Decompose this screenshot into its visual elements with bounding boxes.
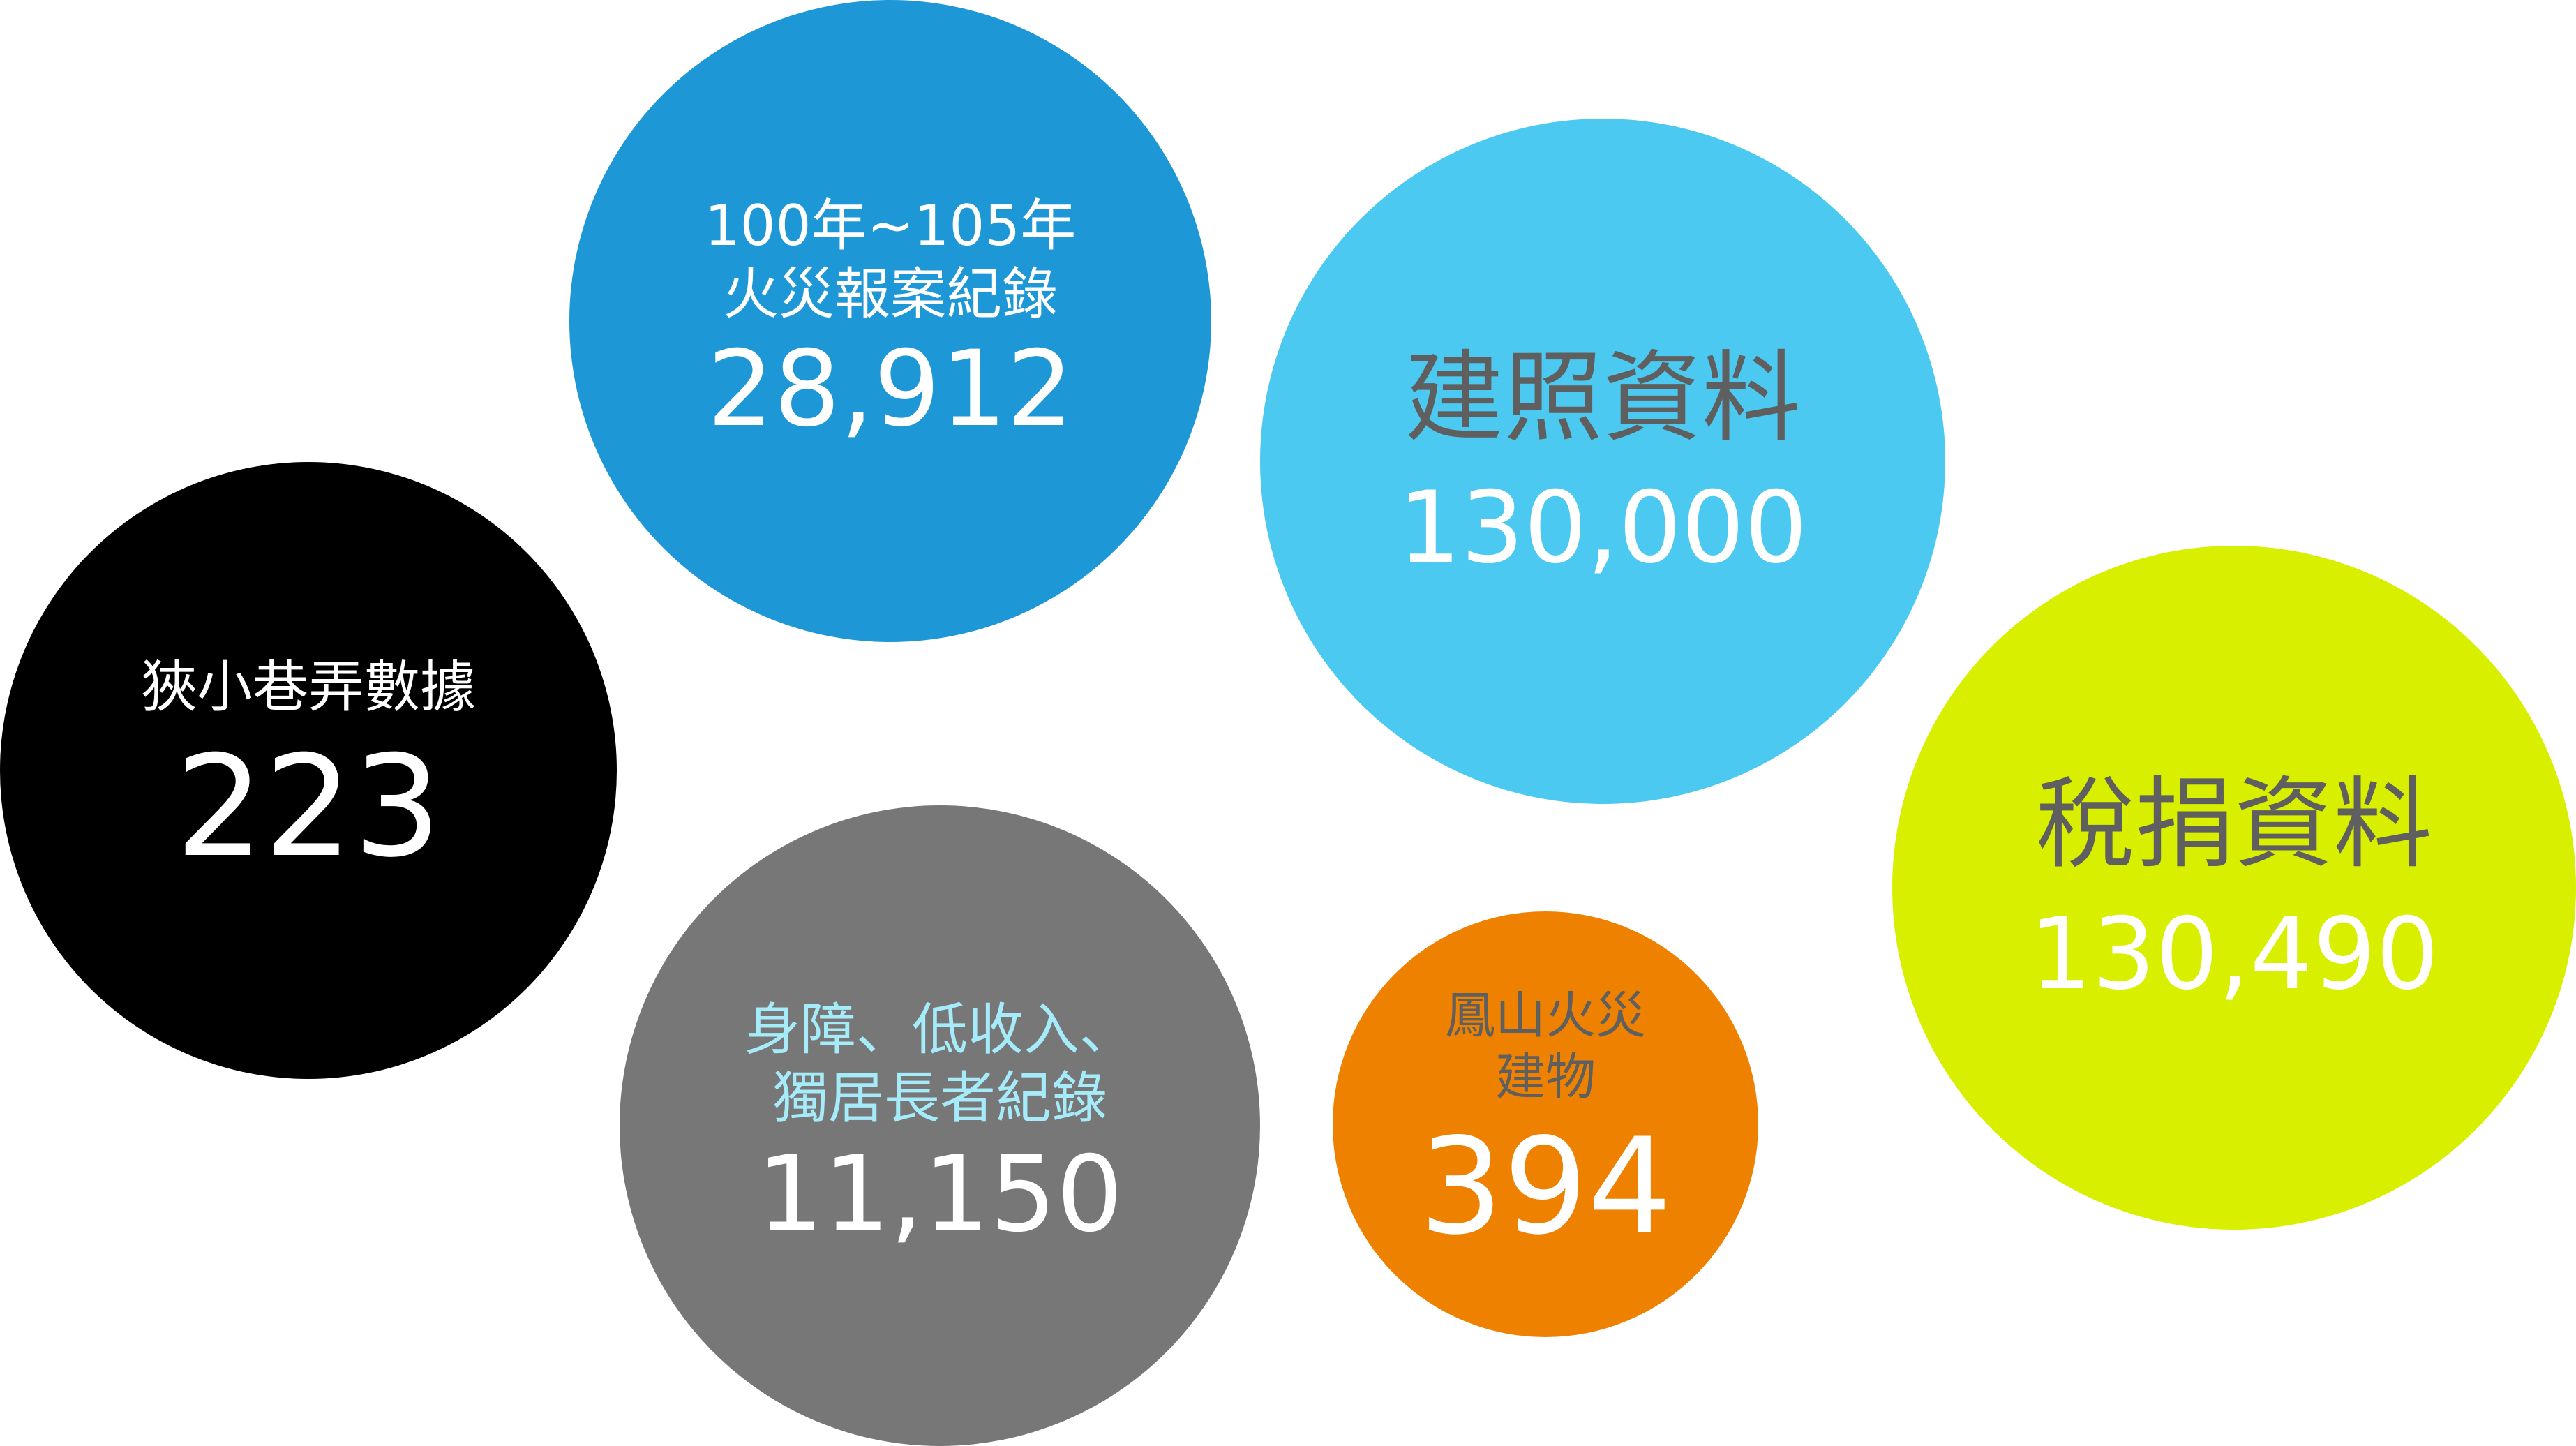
bubble-building-permits: 建照資料 130,000	[1260, 119, 1945, 804]
bubble-label-line: 火災報案紀錄	[722, 261, 1058, 327]
bubble-value: 223	[175, 725, 442, 888]
bubble-label-line: 建照資料	[1405, 340, 1801, 456]
bubble-vulnerable-records: 身障、低收入、 獨居長者紀錄 11,150	[620, 805, 1260, 1446]
bubble-tax-donation: 稅捐資料 130,490	[1892, 546, 2576, 1230]
bubble-label: 建照資料	[1405, 338, 1801, 459]
bubble-value: 130,490	[2029, 896, 2439, 1012]
bubble-value: 28,912	[707, 329, 1074, 451]
bubble-label-line: 狹小巷弄數據	[141, 655, 476, 720]
bubble-label: 鳳山火災 建物	[1445, 985, 1646, 1108]
bubble-label: 狹小巷弄數據	[141, 653, 476, 722]
bubble-value: 11,150	[756, 1134, 1123, 1256]
bubble-narrow-alleys: 狹小巷弄數據 223	[0, 462, 617, 1079]
bubble-label: 100年~105年 火災報案紀錄	[705, 192, 1076, 328]
bubble-value: 130,000	[1398, 470, 1808, 586]
bubble-label: 身障、低收入、 獨居長者紀錄	[744, 996, 1135, 1132]
bubble-label-line: 建物	[1495, 1047, 1596, 1106]
bubble-label-line: 鳳山火災	[1444, 985, 1646, 1045]
bubble-fengshan-fire-buildings: 鳳山火災 建物 394	[1333, 911, 1758, 1337]
bubble-label-line: 身障、低收入、	[744, 997, 1135, 1063]
bubble-label-line: 100年~105年	[704, 193, 1077, 259]
bubble-label: 稅捐資料	[2036, 764, 2432, 885]
bubble-label-line: 獨居長者紀錄	[772, 1065, 1107, 1131]
bubble-label-line: 稅捐資料	[2036, 766, 2432, 882]
bubble-value: 394	[1418, 1109, 1672, 1264]
bubble-fire-reports: 100年~105年 火災報案紀錄 28,912	[569, 0, 1211, 642]
